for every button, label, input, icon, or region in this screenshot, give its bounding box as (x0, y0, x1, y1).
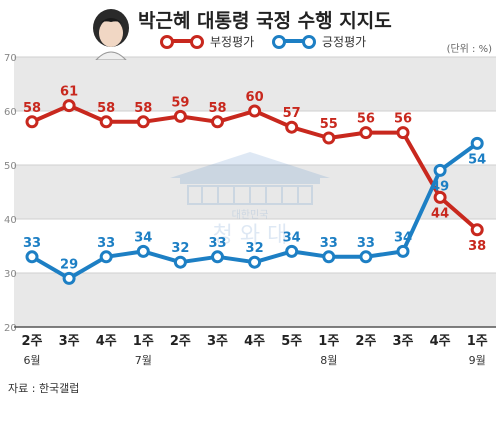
data-label: 58 (23, 101, 41, 116)
x-tick-label: 5주 (281, 334, 302, 349)
unit-label: (단위 : %) (446, 44, 492, 55)
chart-title: 박근혜 대통령 국정 수행 지지도 (138, 10, 392, 32)
x-tick-label: 2주 (355, 334, 376, 349)
legend-label-positive: 긍정평가 (322, 34, 367, 49)
watermark-small-text: 대한민국 (232, 209, 269, 221)
y-tick-label: 40 (4, 215, 17, 226)
data-point (99, 115, 113, 129)
data-point (322, 250, 336, 264)
legend-item-positive: 긍정평가 (272, 32, 366, 50)
data-point (136, 115, 150, 129)
data-point (25, 250, 39, 264)
data-label: 57 (283, 106, 301, 121)
data-point (322, 131, 336, 145)
data-point (62, 99, 76, 113)
x-tick-label: 4주 (430, 334, 451, 349)
data-label: 60 (246, 90, 264, 105)
data-label: 58 (134, 101, 152, 116)
data-point (359, 126, 373, 140)
x-tick-label: 1주 (318, 334, 339, 349)
data-label: 29 (60, 257, 78, 272)
data-label: 34 (394, 230, 412, 245)
data-point (173, 255, 187, 269)
y-tick-label: 60 (4, 107, 17, 118)
data-label: 33 (208, 236, 226, 251)
y-tick-label: 50 (4, 161, 17, 172)
data-label: 33 (97, 236, 115, 251)
legend-label-negative: 부정평가 (210, 34, 255, 49)
data-label: 59 (171, 95, 189, 110)
data-label: 61 (60, 85, 78, 100)
x-tick-label: 3주 (392, 334, 413, 349)
data-label: 49 (431, 179, 449, 194)
grid-band (14, 273, 496, 327)
data-point (470, 136, 484, 150)
month-label: 8월 (320, 354, 337, 367)
data-point (396, 244, 410, 258)
grid-band (14, 57, 496, 111)
data-label: 33 (320, 236, 338, 251)
legend-swatch-negative (160, 32, 204, 50)
data-label: 33 (357, 236, 375, 251)
data-label: 34 (283, 230, 301, 245)
data-point (359, 250, 373, 264)
data-label: 58 (97, 101, 115, 116)
data-point (285, 244, 299, 258)
y-tick-label: 70 (4, 53, 17, 64)
x-tick-label: 2주 (21, 334, 42, 349)
data-point (136, 244, 150, 258)
data-label: 34 (134, 230, 152, 245)
x-tick-label: 3주 (59, 334, 80, 349)
data-label: 32 (246, 241, 264, 256)
x-tick-label: 3주 (207, 334, 228, 349)
data-label: 56 (394, 112, 412, 127)
data-label: 58 (208, 101, 226, 116)
data-point (173, 109, 187, 123)
data-point (99, 250, 113, 264)
data-label: 32 (171, 241, 189, 256)
x-tick-label: 1주 (467, 334, 488, 349)
legend-swatch-positive (272, 32, 316, 50)
data-point (433, 163, 447, 177)
x-tick-label: 4주 (244, 334, 265, 349)
data-point (211, 115, 224, 129)
president-portrait (93, 9, 129, 60)
data-point (248, 255, 262, 269)
month-label: 9월 (469, 354, 486, 367)
blue-house-watermark: 대한민국 청 와 대 (170, 152, 330, 248)
data-point (62, 271, 76, 285)
data-point (285, 120, 299, 134)
data-point (25, 115, 39, 129)
month-label: 6월 (23, 354, 40, 367)
data-point (433, 190, 447, 204)
x-tick-label: 4주 (96, 334, 117, 349)
y-tick-label: 30 (4, 269, 17, 280)
legend-item-negative: 부정평가 (160, 32, 254, 50)
data-point (211, 250, 224, 264)
month-label: 7월 (135, 354, 152, 367)
data-label: 38 (468, 239, 486, 254)
grid-band (14, 165, 496, 219)
data-label: 54 (468, 152, 486, 167)
data-label: 56 (357, 112, 375, 127)
data-point (396, 126, 410, 140)
data-label: 55 (320, 117, 338, 132)
source-note: 자료 : 한국갤럽 (8, 382, 80, 395)
x-tick-label: 2주 (170, 334, 191, 349)
x-tick-label: 1주 (133, 334, 154, 349)
data-point (248, 104, 262, 118)
watermark-large-text: 청 와 대 (213, 223, 288, 248)
data-label: 44 (431, 206, 449, 221)
data-point (470, 223, 484, 237)
y-tick-label: 20 (4, 323, 17, 334)
data-label: 33 (23, 236, 41, 251)
